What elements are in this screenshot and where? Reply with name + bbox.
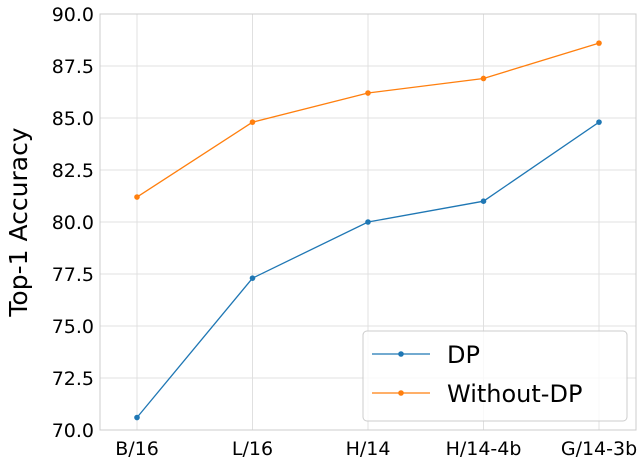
y-tick-label: 72.5: [52, 368, 94, 390]
data-point-dp: [134, 414, 140, 421]
x-tick-labels: B/16 L/16 H/14 H/14-4b G/14-3b: [115, 438, 637, 460]
data-point-without-dp: [596, 40, 602, 46]
legend: DP Without-DP: [362, 330, 628, 422]
y-tick-label: 82.5: [52, 160, 94, 182]
data-point-without-dp: [365, 90, 371, 96]
data-point-without-dp: [480, 75, 487, 82]
x-tick-label: H/14: [346, 438, 391, 460]
series-layer: [134, 40, 602, 421]
legend-marker-without-dp: [398, 390, 404, 396]
legend-label-dp: DP: [447, 341, 480, 369]
data-point-without-dp: [249, 119, 256, 125]
legend-marker-dp: [398, 351, 404, 357]
data-point-dp: [480, 198, 487, 204]
x-tick-label: B/16: [115, 438, 159, 460]
y-tick-label: 75.0: [52, 316, 94, 338]
y-tick-label: 77.5: [52, 264, 94, 286]
x-tick-label: G/14-3b: [561, 438, 637, 460]
x-tick-label: L/16: [232, 438, 273, 460]
y-tick-label: 87.5: [52, 56, 94, 78]
data-point-dp: [596, 119, 602, 125]
y-tick-label: 70.0: [52, 420, 94, 442]
x-tick-label: H/14-4b: [446, 438, 522, 460]
data-point-dp: [249, 275, 256, 281]
plot-area: [99, 13, 637, 431]
data-point-without-dp: [134, 194, 140, 200]
y-axis-label: Top-1 Accuracy: [4, 127, 33, 317]
y-tick-label: 80.0: [52, 212, 94, 234]
y-tick-label: 85.0: [52, 108, 94, 130]
y-tick-label: 90.0: [52, 4, 94, 26]
y-tick-labels: 70.0 72.5 75.0 77.5 80.0 82.5 85.0 87.5 90.0: [52, 4, 94, 442]
data-point-dp: [365, 219, 371, 225]
legend-label-without-dp: Without-DP: [447, 380, 582, 408]
